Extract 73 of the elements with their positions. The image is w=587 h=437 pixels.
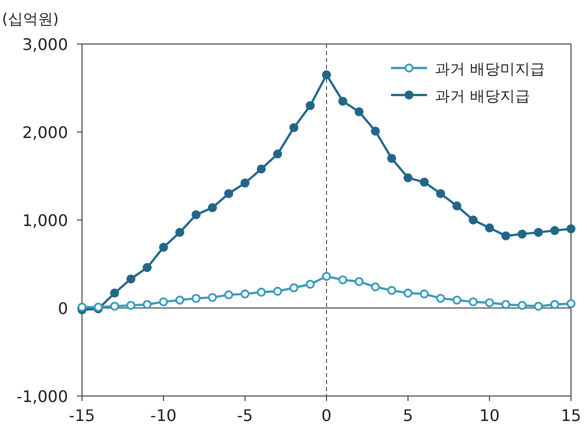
point	[485, 223, 494, 232]
point	[322, 272, 331, 281]
x-tick-label: 5	[402, 406, 414, 425]
point	[256, 288, 266, 297]
point	[354, 107, 364, 116]
point	[452, 201, 462, 210]
y-tick-label: 3,000	[22, 35, 68, 54]
point	[159, 297, 168, 306]
point	[256, 164, 266, 174]
point	[338, 96, 348, 106]
point	[306, 280, 315, 289]
point	[370, 282, 380, 292]
point	[485, 298, 494, 308]
point	[354, 277, 364, 286]
point	[306, 101, 315, 110]
point	[322, 70, 331, 80]
point	[566, 224, 576, 234]
point	[550, 226, 560, 236]
point	[126, 300, 136, 310]
y-tick-label: 0	[58, 299, 68, 318]
y-tick-label: -1,000	[16, 387, 68, 406]
point	[208, 203, 217, 212]
point	[338, 275, 348, 284]
point	[566, 299, 576, 308]
point	[468, 216, 478, 224]
x-tick-label: 0	[321, 406, 332, 425]
point	[387, 154, 396, 163]
point	[534, 302, 543, 311]
point	[420, 178, 429, 187]
y-tick-label: 1,000	[22, 211, 68, 230]
point	[142, 263, 152, 272]
point	[208, 292, 217, 302]
point	[420, 289, 429, 298]
point	[289, 283, 298, 292]
point	[110, 288, 120, 298]
point	[436, 189, 446, 198]
x-tick-label: -5	[237, 406, 253, 425]
y-tick-label: 2,000	[22, 123, 68, 142]
point	[468, 297, 478, 306]
point	[273, 286, 282, 296]
legend-label: 과거 배당미지급	[435, 60, 545, 78]
point	[240, 178, 250, 188]
point	[175, 296, 184, 305]
x-tick-label: 10	[479, 406, 500, 425]
point	[518, 300, 527, 310]
legend-label: 과거 배당지급	[435, 87, 530, 105]
point	[404, 288, 412, 298]
point	[159, 242, 168, 252]
y-axis-title: (십억원)	[2, 10, 59, 28]
point	[126, 274, 136, 284]
point	[436, 294, 446, 303]
point	[387, 286, 396, 295]
point	[452, 296, 462, 305]
point	[110, 302, 120, 311]
point	[224, 189, 234, 198]
point	[404, 173, 412, 182]
point	[142, 300, 152, 309]
x-tick-label: -10	[150, 406, 177, 425]
point	[192, 294, 201, 303]
point	[501, 231, 510, 240]
point	[550, 300, 560, 309]
point	[518, 230, 527, 239]
point	[192, 210, 201, 220]
x-tick-label: -15	[68, 406, 96, 425]
point	[501, 300, 510, 309]
point	[370, 126, 380, 136]
point	[240, 289, 250, 298]
point	[534, 228, 543, 237]
point	[273, 150, 282, 158]
point	[289, 123, 298, 132]
point	[224, 290, 234, 300]
x-tick-label: 15	[560, 406, 582, 425]
point	[175, 228, 184, 237]
